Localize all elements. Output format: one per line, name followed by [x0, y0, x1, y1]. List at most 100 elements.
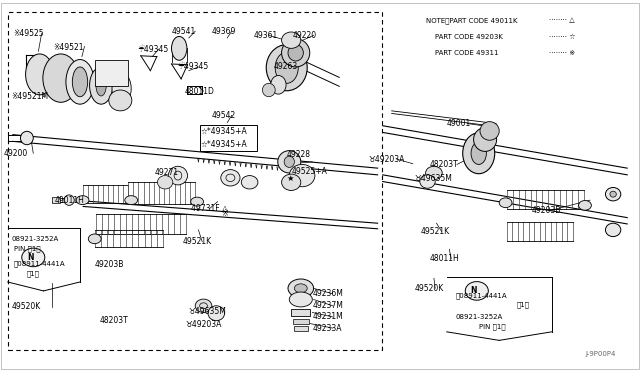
- Text: ※: ※: [221, 209, 228, 218]
- Text: ········ ☆: ········ ☆: [549, 34, 575, 40]
- Text: 49541: 49541: [172, 27, 196, 36]
- Ellipse shape: [271, 76, 286, 94]
- Text: 49525+A: 49525+A: [291, 167, 327, 176]
- Ellipse shape: [241, 176, 258, 189]
- Text: 49237M: 49237M: [312, 301, 343, 310]
- Text: 49263: 49263: [274, 62, 298, 71]
- Text: 49520K: 49520K: [12, 302, 41, 311]
- Text: ⓝ08911-4441A: ⓝ08911-4441A: [456, 292, 508, 299]
- Ellipse shape: [289, 164, 315, 187]
- Text: 48011D: 48011D: [184, 87, 214, 96]
- Bar: [200, 125, 257, 151]
- Ellipse shape: [191, 197, 204, 206]
- Text: （1）: （1）: [517, 302, 530, 308]
- Text: PIN （1）: PIN （1）: [14, 245, 41, 252]
- Text: 49520K: 49520K: [415, 284, 444, 293]
- Ellipse shape: [605, 187, 621, 201]
- Text: 49228: 49228: [287, 150, 311, 159]
- Text: N: N: [470, 286, 477, 295]
- Text: 49542: 49542: [211, 111, 236, 120]
- Text: ♉49635M: ♉49635M: [189, 307, 227, 316]
- Text: ※49521M: ※49521M: [12, 92, 49, 101]
- Ellipse shape: [288, 45, 303, 61]
- Ellipse shape: [262, 83, 275, 97]
- Ellipse shape: [172, 36, 187, 60]
- Ellipse shape: [266, 45, 307, 91]
- Ellipse shape: [195, 299, 212, 312]
- Text: 49521K: 49521K: [421, 227, 451, 236]
- Ellipse shape: [284, 156, 294, 167]
- Ellipse shape: [168, 166, 188, 185]
- Text: 48011H: 48011H: [430, 254, 460, 263]
- Ellipse shape: [465, 282, 488, 300]
- Text: ♉49203A: ♉49203A: [368, 155, 404, 164]
- Ellipse shape: [278, 151, 301, 173]
- Ellipse shape: [499, 198, 512, 208]
- Text: ········ ※: ········ ※: [549, 50, 575, 56]
- Text: ⓝ08911-4441A: ⓝ08911-4441A: [14, 261, 66, 267]
- Text: J-9P00P4: J-9P00P4: [586, 351, 616, 357]
- Ellipse shape: [294, 284, 307, 293]
- Ellipse shape: [605, 223, 621, 237]
- Text: ★: ★: [287, 174, 294, 183]
- Ellipse shape: [112, 73, 131, 104]
- Ellipse shape: [26, 54, 54, 95]
- Bar: [293, 319, 309, 324]
- Text: ☔49345: ☔49345: [138, 45, 169, 54]
- Bar: [8, 12, 382, 350]
- Text: ※49525: ※49525: [13, 29, 44, 38]
- Ellipse shape: [90, 67, 113, 104]
- Text: 08921-3252A: 08921-3252A: [456, 314, 503, 320]
- Ellipse shape: [463, 133, 495, 174]
- Text: 49011H: 49011H: [54, 196, 84, 205]
- Text: ☔49345: ☔49345: [178, 62, 209, 71]
- Ellipse shape: [282, 174, 301, 190]
- Text: ♉49635M: ♉49635M: [415, 174, 452, 183]
- Ellipse shape: [157, 176, 173, 189]
- Ellipse shape: [96, 75, 106, 96]
- Ellipse shape: [66, 60, 94, 104]
- Bar: [291, 309, 310, 316]
- Ellipse shape: [474, 128, 497, 151]
- Text: ※49521: ※49521: [53, 43, 84, 52]
- Text: ☆*49345+A: ☆*49345+A: [200, 140, 247, 149]
- Ellipse shape: [64, 195, 74, 205]
- Text: 49369: 49369: [211, 27, 236, 36]
- Ellipse shape: [579, 201, 591, 210]
- Text: 49203B: 49203B: [531, 206, 561, 215]
- Bar: [95, 60, 128, 86]
- Ellipse shape: [43, 54, 79, 102]
- Ellipse shape: [109, 90, 132, 111]
- Text: 49361: 49361: [253, 31, 278, 40]
- Ellipse shape: [282, 39, 310, 67]
- Text: 49236M: 49236M: [312, 289, 343, 298]
- Text: ☆*49345+A: ☆*49345+A: [200, 127, 247, 136]
- Text: 49231M: 49231M: [312, 312, 343, 321]
- Ellipse shape: [420, 175, 435, 188]
- Text: 49271: 49271: [155, 168, 179, 177]
- Ellipse shape: [20, 131, 33, 145]
- Text: 48203T: 48203T: [99, 316, 128, 325]
- Ellipse shape: [275, 52, 298, 83]
- Ellipse shape: [208, 306, 225, 321]
- Text: PART CODE 49203K: PART CODE 49203K: [435, 34, 503, 40]
- Ellipse shape: [288, 279, 314, 298]
- Ellipse shape: [76, 196, 89, 205]
- Ellipse shape: [471, 142, 486, 164]
- Text: 49001: 49001: [447, 119, 471, 128]
- Ellipse shape: [221, 170, 240, 186]
- Text: 49233A: 49233A: [312, 324, 342, 333]
- Ellipse shape: [88, 234, 101, 244]
- Text: PIN （1）: PIN （1）: [479, 323, 506, 330]
- Ellipse shape: [610, 191, 616, 197]
- Text: （1）: （1）: [27, 271, 40, 278]
- Text: ♉49203A: ♉49203A: [186, 320, 222, 329]
- Ellipse shape: [282, 32, 301, 48]
- Bar: [52, 197, 60, 203]
- Bar: [294, 326, 308, 331]
- Text: ········ △: ········ △: [549, 17, 575, 23]
- Ellipse shape: [480, 122, 499, 140]
- Text: 49731F △: 49731F △: [191, 204, 228, 213]
- Text: 48203T: 48203T: [430, 160, 459, 169]
- Text: 08921-3252A: 08921-3252A: [12, 236, 59, 242]
